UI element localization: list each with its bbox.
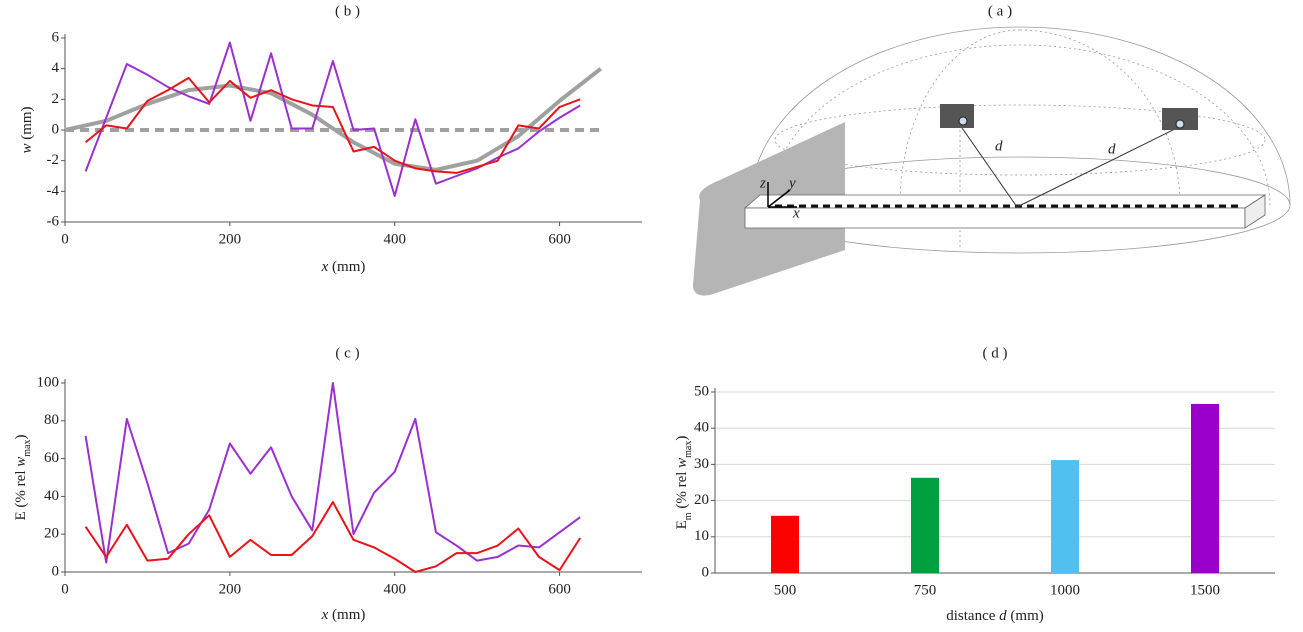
label-part: (mm) <box>328 607 365 623</box>
x-tick-label: 1000 <box>1050 582 1080 598</box>
label-part: x <box>321 259 329 275</box>
bar <box>771 515 799 573</box>
distance-label: d <box>995 138 1003 154</box>
line <box>84 382 581 564</box>
axis-label: x (mm) <box>321 607 366 623</box>
dome-inner <box>769 44 1271 206</box>
label-part: (mm) <box>19 106 35 143</box>
y-tick-label: 60 <box>44 450 59 466</box>
x-tick-label: 0 <box>61 231 69 247</box>
y-tick-label: 40 <box>44 488 59 504</box>
y-tick-label: 30 <box>694 456 709 472</box>
y-tick-label: 0 <box>52 121 60 137</box>
y-tick-label: 20 <box>694 492 709 508</box>
axis-label: x <box>792 205 800 221</box>
y-tick-label: -4 <box>47 183 60 199</box>
y-tick-label: 0 <box>702 564 710 580</box>
label-part: distance <box>946 608 999 624</box>
axis-label: y <box>787 175 796 191</box>
label-part: (mm) <box>328 259 365 275</box>
label-part: E (% rel <box>13 467 29 521</box>
sight-line <box>959 124 1018 208</box>
label-part: m <box>683 512 694 520</box>
line <box>84 41 581 197</box>
label-part: ) <box>674 436 690 441</box>
label-part: (% rel <box>674 468 690 513</box>
chart-title: ( d ) <box>983 345 1008 361</box>
label-part: d <box>999 608 1007 624</box>
bar <box>1191 403 1219 573</box>
line <box>84 501 582 573</box>
label-part: x <box>321 607 329 623</box>
axis-label: w (mm) <box>19 106 35 153</box>
camera <box>1162 108 1198 130</box>
y-tick-label: 100 <box>37 374 60 390</box>
x-tick-label: 1500 <box>1190 582 1220 598</box>
axis-label: x (mm) <box>321 259 366 275</box>
y-tick-label: 80 <box>44 412 59 428</box>
x-tick-label: 600 <box>548 231 571 247</box>
x-tick-label: 400 <box>383 231 406 247</box>
line <box>64 67 603 172</box>
distance-label: d <box>1108 141 1116 157</box>
label-part: max <box>22 440 33 457</box>
chart-title: ( c ) <box>335 345 359 361</box>
label-part: w <box>674 458 690 468</box>
x-tick-label: 600 <box>548 581 571 597</box>
label-part: max <box>683 441 694 458</box>
x-tick-label: 200 <box>219 231 242 247</box>
sight-line <box>1016 124 1184 208</box>
x-tick-label: 750 <box>914 582 937 598</box>
bar <box>1051 460 1079 573</box>
label-part: ) <box>13 435 29 440</box>
axes-arrows <box>767 182 797 208</box>
y-tick-label: 10 <box>694 528 709 544</box>
axis-label: z <box>759 175 766 191</box>
axis-label: E (% rel wmax) <box>13 435 32 521</box>
bar <box>911 477 939 573</box>
label-part: (mm) <box>1007 608 1044 624</box>
label-part: E <box>674 520 690 529</box>
diagram: ( a ) d d z y x <box>693 3 1291 296</box>
y-tick-label: 40 <box>694 420 709 436</box>
y-tick-label: -6 <box>47 213 60 229</box>
label-part: w <box>19 144 35 154</box>
chart-title: ( b ) <box>335 3 360 19</box>
line <box>84 76 581 174</box>
camera <box>940 104 974 128</box>
x-tick-label: 500 <box>774 582 797 598</box>
dome <box>749 26 1291 206</box>
dome-meridians <box>899 29 1181 250</box>
y-tick-label: 50 <box>694 383 709 399</box>
x-tick-label: 400 <box>383 581 406 597</box>
y-tick-label: 0 <box>52 563 60 579</box>
y-tick-label: 20 <box>44 526 59 542</box>
y-tick-label: 2 <box>52 91 60 107</box>
dome-ring <box>774 104 1266 176</box>
axis-label: distance d (mm) <box>946 608 1043 624</box>
label-part: w <box>13 457 29 467</box>
y-tick-label: 4 <box>52 60 60 76</box>
diagram-title: ( a ) <box>988 3 1012 19</box>
y-tick-label: 6 <box>52 29 60 45</box>
axis-label: Em (% rel wmax) <box>674 436 693 530</box>
x-tick-label: 200 <box>219 581 242 597</box>
x-tick-label: 0 <box>61 581 69 597</box>
y-tick-label: -2 <box>47 152 60 168</box>
plate-end <box>1244 194 1266 229</box>
plate-side <box>744 207 1246 229</box>
